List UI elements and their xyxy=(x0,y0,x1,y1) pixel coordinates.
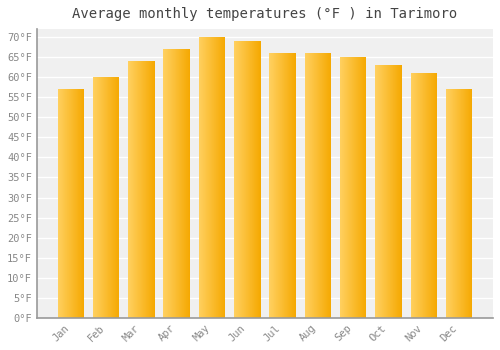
Title: Average monthly temperatures (°F ) in Tarimoro: Average monthly temperatures (°F ) in Ta… xyxy=(72,7,458,21)
